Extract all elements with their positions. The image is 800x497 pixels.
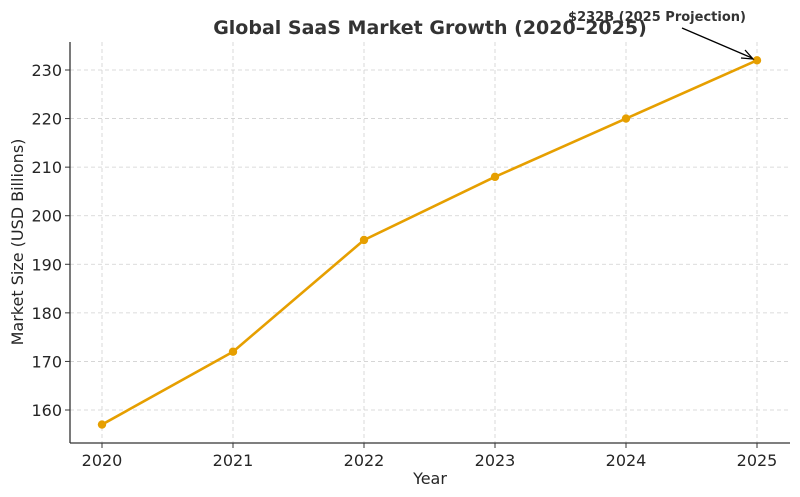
- data-point-marker: [228, 347, 238, 356]
- data-series: [97, 56, 762, 429]
- series-line: [101, 59, 758, 426]
- data-point-marker: [621, 114, 631, 123]
- y-tick-label: 230: [31, 61, 62, 80]
- x-tick-label: 2025: [737, 451, 778, 470]
- arrowhead-icon: [740, 49, 755, 60]
- annotation: $232B (2025 Projection): [568, 10, 755, 60]
- data-point-marker: [359, 235, 369, 245]
- data-point-marker: [752, 56, 762, 65]
- annotation-arrow-icon: [681, 27, 753, 59]
- x-axis-label: Year: [412, 469, 447, 488]
- y-tick-label: 180: [31, 304, 62, 323]
- axes: [69, 42, 790, 444]
- y-axis-ticks: 160 170 180 190 200 210 220 230: [31, 61, 70, 420]
- y-tick-label: 190: [31, 255, 62, 274]
- x-axis-ticks: 2020 2021 2022 2023 2024 2025: [82, 443, 778, 470]
- grid-lines: [70, 42, 790, 443]
- y-tick-label: 170: [31, 352, 62, 371]
- y-tick-label: 160: [31, 401, 62, 420]
- chart-title: Global SaaS Market Growth (2020–2025): [213, 17, 647, 39]
- x-tick-label: 2023: [475, 451, 516, 470]
- x-tick-label: 2022: [344, 451, 385, 470]
- y-tick-label: 200: [31, 207, 62, 226]
- x-tick-label: 2021: [213, 451, 254, 470]
- y-tick-label: 210: [31, 158, 62, 177]
- y-tick-label: 220: [31, 110, 62, 129]
- data-point-marker: [97, 420, 107, 429]
- x-tick-label: 2020: [82, 451, 123, 470]
- x-tick-label: 2024: [606, 451, 647, 470]
- y-axis-label: Market Size (USD Billions): [8, 139, 27, 346]
- data-point-marker: [490, 172, 500, 182]
- annotation-text: $232B (2025 Projection): [568, 10, 746, 25]
